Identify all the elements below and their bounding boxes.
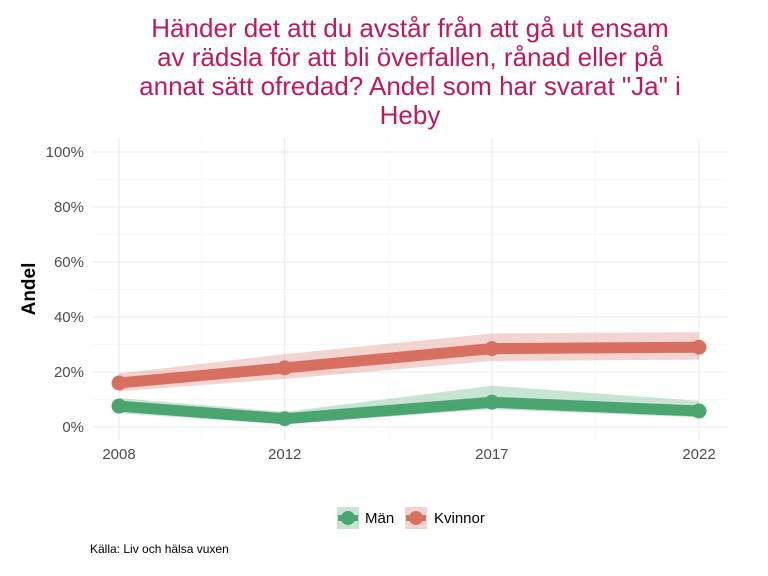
x-axis-ticks: 2008 2012 2017 2022	[102, 446, 715, 463]
chart-title-line-4: Heby	[380, 100, 441, 130]
grid	[92, 138, 727, 440]
y-axis-label: Andel	[19, 263, 40, 316]
y-axis-ticks: 0% 20% 40% 60% 80% 100%	[46, 144, 84, 436]
y-tick-label: 0%	[62, 419, 84, 436]
y-tick-label: 40%	[54, 309, 84, 326]
y-tick-label: 80%	[54, 199, 84, 216]
y-tick-label: 60%	[54, 254, 84, 271]
point-kvinnor-2008	[111, 375, 127, 391]
legend-point-man	[341, 511, 355, 525]
legend-point-kvinnor	[409, 511, 423, 525]
x-tick-label: 2012	[268, 446, 301, 463]
y-tick-label: 100%	[46, 144, 84, 161]
point-man-2022	[691, 403, 707, 419]
point-man-2012	[277, 411, 293, 427]
line-kvinnor	[118, 341, 700, 389]
legend-label-man: Män	[365, 510, 394, 527]
line-man	[118, 396, 700, 425]
x-tick-label: 2022	[682, 446, 715, 463]
y-tick-label: 20%	[54, 364, 84, 381]
chart-title: Händer det att du avstår från att gå ut …	[139, 13, 681, 130]
caption: Källa: Liv och hälsa vuxen	[90, 542, 229, 556]
data-points	[111, 339, 707, 427]
legend: Män Kvinnor	[337, 507, 485, 529]
point-man-2008	[111, 398, 127, 414]
x-tick-label: 2017	[475, 446, 508, 463]
point-kvinnor-2012	[277, 360, 293, 376]
point-man-2017	[484, 394, 500, 410]
point-kvinnor-2022	[691, 339, 707, 355]
chart-title-line-2: av rädsla för att bli överfallen, rånad …	[157, 42, 663, 72]
chart-title-line-3: annat sätt ofredad? Andel som har svarat…	[139, 71, 681, 101]
x-tick-label: 2008	[102, 446, 135, 463]
point-kvinnor-2017	[484, 341, 500, 357]
legend-label-kvinnor: Kvinnor	[434, 510, 485, 527]
series-lines	[118, 341, 700, 425]
chart-title-line-1: Händer det att du avstår från att gå ut …	[151, 13, 668, 43]
